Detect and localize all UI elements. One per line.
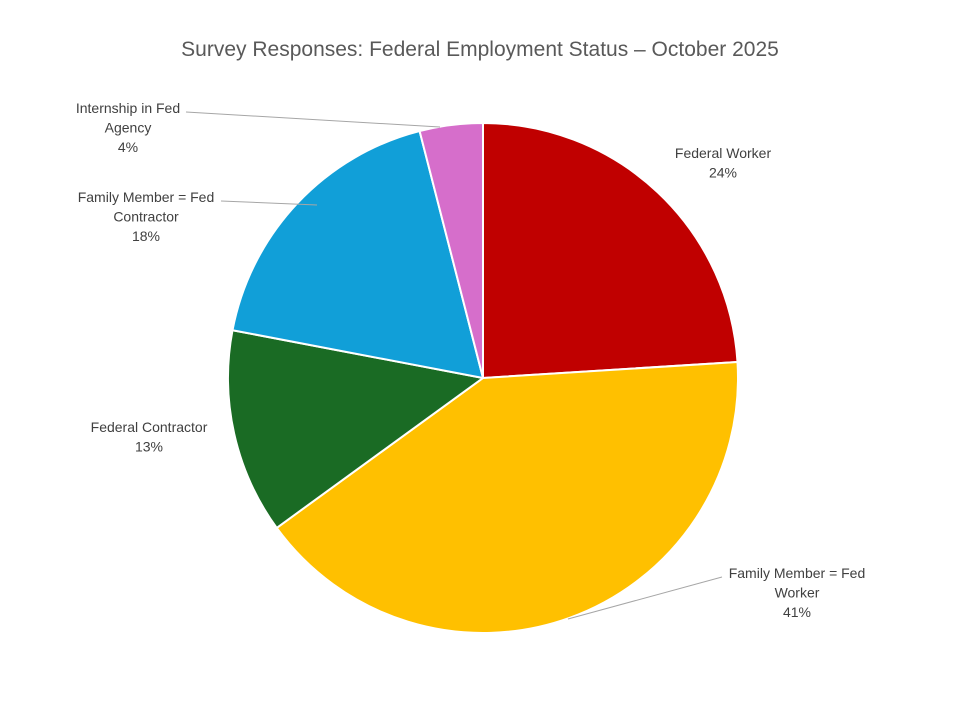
slice-labels: Federal Worker 24% Family Member = Fed Work… [76,100,865,620]
leader-lines [185,111,723,620]
chart-title: Survey Responses: Federal Employment Sta… [181,38,779,61]
pie-slice-federal-contractor [227,329,484,529]
pie-slice-family-member-fed-contractor [231,130,484,379]
data-label: Family Member = Fed Worker 41% [729,565,866,620]
pie-slice-internship-in-fed-agency [418,122,484,379]
data-label: Internship in Fed Agency 4% [76,100,180,155]
data-label: Federal Contractor 13% [91,419,208,455]
pie-slices [227,122,739,634]
data-label: Family Member = Fed Contractor 18% [78,189,215,244]
leader-line [185,111,441,128]
pie-slice-family-member-fed-worker [275,360,739,634]
leader-line [567,576,723,620]
data-label: Federal Worker 24% [675,145,772,181]
pie-slice-federal-worker [482,122,739,379]
leader-line [220,200,318,206]
